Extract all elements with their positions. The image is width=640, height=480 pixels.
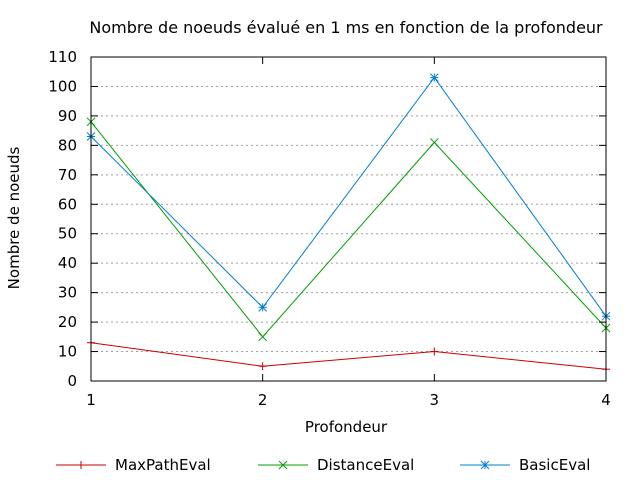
y-tick-label-20: 20 [58,313,77,331]
legend-label-MaxPathEval: MaxPathEval [115,456,211,474]
y-axis-label: Nombre de noeuds [5,146,23,289]
legend-label-BasicEval: BasicEval [519,456,590,474]
grid-lines [91,85,606,353]
legend: MaxPathEval DistanceEval BasicEval [56,456,590,474]
series-line-DistanceEval [90,121,607,338]
legend-item-MaxPathEval: MaxPathEval [56,456,211,474]
chart-title: Nombre de noeuds évalué en 1 ms en fonct… [89,18,603,37]
data-point-DistanceEval-2 [258,332,268,342]
x-axis-label: Profondeur [305,418,388,436]
y-tick-label-50: 50 [58,225,77,243]
legend-label-DistanceEval: DistanceEval [317,456,414,474]
legend-marker-BasicEval [480,460,490,470]
series-DistanceEval [86,117,611,342]
y-tick-label-60: 60 [58,195,77,213]
series-MaxPathEval [87,338,610,374]
legend-marker-DistanceEval [278,460,288,470]
series-BasicEval [86,73,611,321]
x-tick-label-3: 3 [430,391,440,409]
data-point-DistanceEval-3 [429,138,439,147]
plot-frame [90,56,607,382]
y-tick-label-80: 80 [58,136,77,154]
x-tick-label-1: 1 [86,391,96,409]
x-tick-label-2: 2 [258,391,268,409]
y-tick-label-90: 90 [58,107,77,125]
data-point-MaxPathEval-3 [430,347,439,356]
y-tick-label-10: 10 [58,343,77,361]
y-axis-ticks: 0 10 20 30 40 50 60 70 80 90 100 110 [48,48,606,390]
y-tick-label-30: 30 [58,284,77,302]
data-point-MaxPathEval-2 [258,362,267,371]
y-tick-label-100: 100 [48,77,77,95]
legend-item-DistanceEval: DistanceEval [258,456,414,474]
y-tick-label-110: 110 [48,48,77,66]
legend-marker-MaxPathEval [77,461,85,469]
data-point-BasicEval-3 [429,73,439,82]
series-line-BasicEval [90,76,607,317]
series-lines [86,73,611,374]
y-tick-label-70: 70 [58,166,77,184]
x-tick-label-4: 4 [601,391,611,409]
x-axis-ticks: 1 2 3 4 [86,57,611,409]
data-point-BasicEval-2 [258,303,268,312]
legend-item-BasicEval: BasicEval [460,456,590,474]
y-tick-label-0: 0 [67,372,77,390]
y-tick-label-40: 40 [58,254,77,272]
series-line-MaxPathEval [90,342,607,370]
